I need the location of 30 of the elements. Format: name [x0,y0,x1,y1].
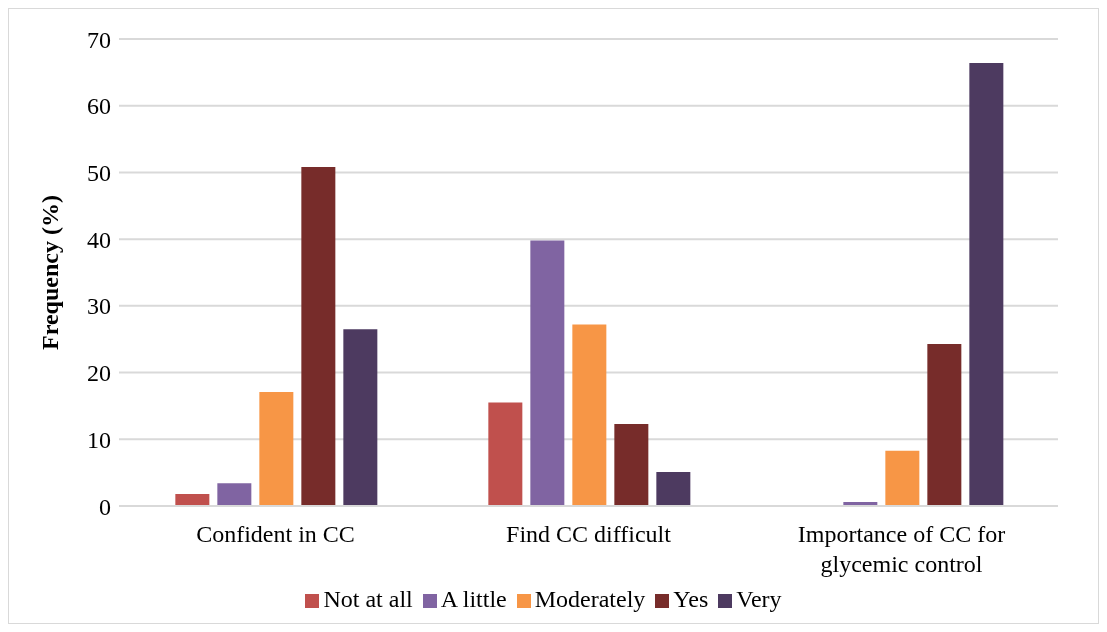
y-tick-label: 20 [87,360,111,387]
bar [614,423,649,506]
y-tick-label: 30 [87,293,111,320]
bar [530,240,565,506]
bar [885,450,920,506]
bar [572,324,607,506]
y-tick-label: 60 [87,93,111,120]
y-tick-label: 70 [87,26,111,53]
bar [217,483,252,506]
y-tick-label: 50 [87,159,111,186]
bar [656,471,691,506]
bar [343,329,378,506]
y-tick-label: 40 [87,226,111,253]
legend-label: Very [736,586,782,612]
legend-label: A little [440,586,507,612]
bar [259,391,294,506]
legend-label: Yes [673,586,709,612]
y-tick-label: 0 [99,493,111,520]
bar [488,402,523,506]
bar [301,167,336,506]
x-tick-label: Importance of CC for glycemic control [797,521,1006,577]
legend-label: Not at all [323,586,413,612]
y-tick-label: 10 [87,426,111,453]
legend-label: Moderately [534,586,646,612]
bar [969,63,1004,506]
bar [175,493,210,506]
bar [927,343,962,506]
x-tick-label: Confident in CC [196,521,355,547]
y-axis-title: Frequency (%) [36,195,63,350]
x-tick-label: Find CC difficult [506,521,672,547]
